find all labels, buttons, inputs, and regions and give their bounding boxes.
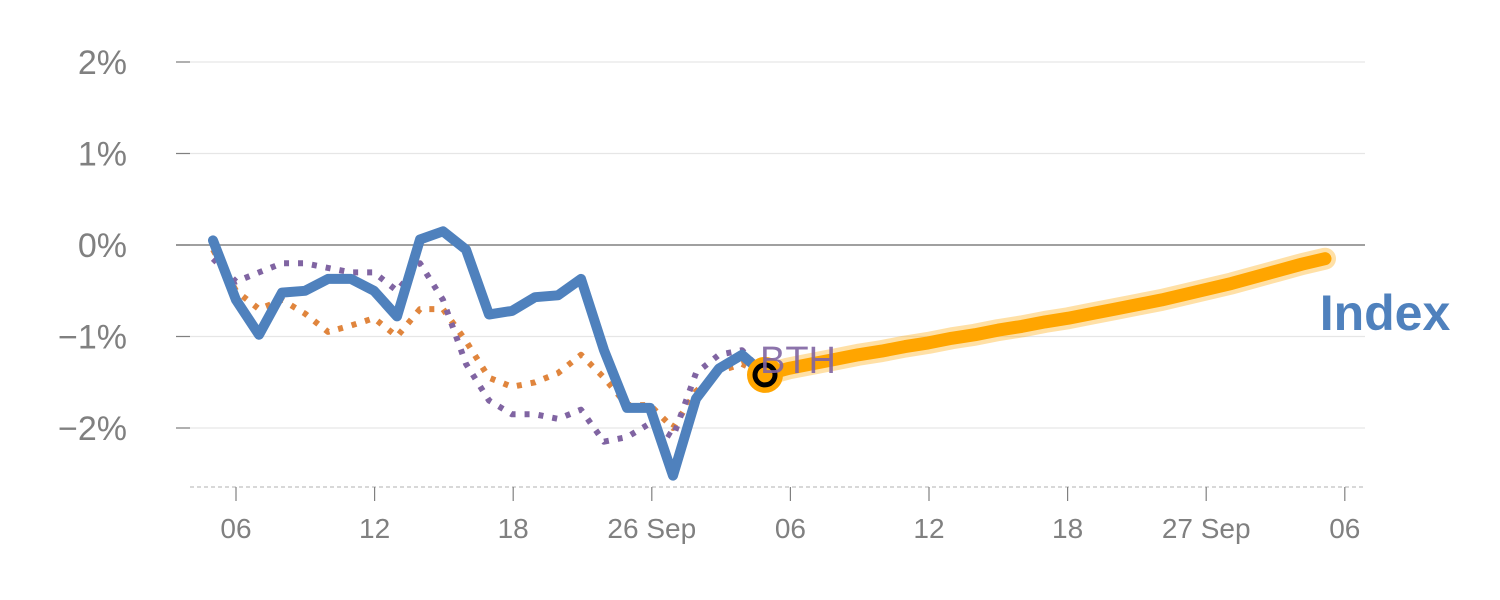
x-tick-label: 26 Sep bbox=[607, 513, 696, 544]
x-tick-label: 06 bbox=[1329, 513, 1360, 544]
y-tick-label: −1% bbox=[58, 319, 127, 357]
x-axis: 06 12 18 26 Sep 06 12 18 27 Sep 06 bbox=[190, 486, 1365, 544]
y-tick-label: 2% bbox=[78, 44, 127, 82]
series-line-comparison bbox=[210, 248, 767, 431]
y-tick-label: 1% bbox=[78, 136, 127, 174]
series-layer bbox=[208, 226, 1336, 481]
series-line-primary bbox=[208, 226, 770, 481]
y-tick-label: −2% bbox=[58, 410, 127, 448]
x-tick-label: 12 bbox=[359, 513, 390, 544]
x-tick-label: 06 bbox=[220, 513, 251, 544]
x-tick-label: 18 bbox=[1052, 513, 1083, 544]
marker-layer: BTH bbox=[747, 340, 836, 393]
series-label: Index bbox=[1320, 285, 1451, 341]
grid-layer bbox=[176, 61, 1365, 429]
y-axis: 2% 1% 0% −1% −2% bbox=[58, 44, 190, 448]
x-tick-label: 06 bbox=[775, 513, 806, 544]
x-tick-label: 18 bbox=[498, 513, 529, 544]
x-tick-label: 12 bbox=[913, 513, 944, 544]
series-line-projection bbox=[758, 252, 1332, 382]
y-tick-label: 0% bbox=[78, 227, 127, 265]
series-line-comparison bbox=[210, 256, 768, 445]
marker-label: BTH bbox=[760, 340, 836, 382]
x-tick-label: 27 Sep bbox=[1162, 513, 1251, 544]
current-value-marker-ring bbox=[752, 362, 778, 388]
